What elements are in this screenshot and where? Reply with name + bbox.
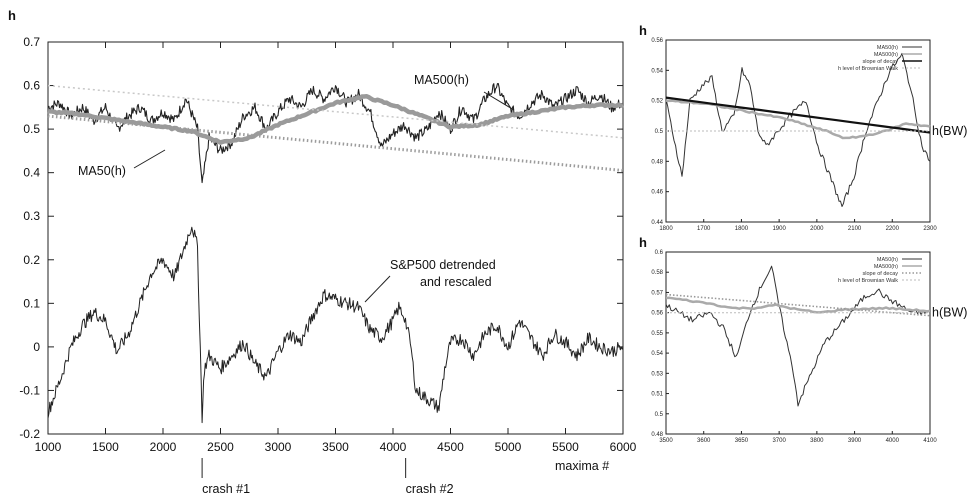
inset-legend-label: MA50(h) bbox=[877, 257, 898, 263]
annotation-leader bbox=[364, 275, 391, 303]
y-tick-label: 0.7 bbox=[23, 35, 40, 49]
inset-legend-label: MA50(h) bbox=[877, 45, 898, 51]
inset-legend-label: slope of decay bbox=[863, 271, 899, 277]
inset-y-tick-label: 0.5 bbox=[655, 129, 664, 135]
inset-legend-label: MA500(h) bbox=[874, 264, 898, 270]
inset-x-tick-label: 2300 bbox=[923, 226, 937, 232]
inset-chart-bottom: 3500 3600 3650 3700 3800 3900 4000 4100 0.48 0.5 0… bbox=[639, 235, 967, 444]
x-tick-label: 6000 bbox=[610, 440, 637, 454]
series-line-4 bbox=[47, 84, 624, 139]
inset-x-tick-label: 2000 bbox=[810, 226, 824, 232]
inset-y-tick-label: 0.52 bbox=[651, 99, 663, 105]
y-tick-label: 0.2 bbox=[23, 253, 40, 267]
series-line-5 bbox=[47, 226, 624, 424]
inset-y-tick-label: 0.48 bbox=[651, 432, 663, 438]
inset-x-tick-label: 3600 bbox=[697, 438, 711, 444]
x-tick-label: 2000 bbox=[150, 440, 177, 454]
inset-y-axis-label: h bbox=[639, 23, 647, 38]
x-tick-label: 3500 bbox=[322, 440, 349, 454]
annotation-ma500: MA500(h) bbox=[414, 73, 469, 87]
y-tick-label: -0.1 bbox=[19, 383, 40, 397]
annotation-crash-2: crash #2 bbox=[406, 482, 454, 496]
y-tick-label: 0.5 bbox=[23, 122, 40, 136]
inset-y-tick-label: 0.55 bbox=[651, 331, 663, 337]
inset-frame bbox=[665, 251, 931, 435]
inset-y-tick-label: 0.58 bbox=[651, 270, 663, 276]
inset-y-tick-label: 0.57 bbox=[651, 290, 663, 296]
y-tick-label: 0.3 bbox=[23, 209, 40, 223]
annotation-sp500-line2: and rescaled bbox=[420, 275, 492, 289]
inset-y-tick-label: 0.54 bbox=[651, 68, 663, 74]
inset-y-tick-label: 0.46 bbox=[651, 190, 663, 196]
x-tick-label: 3000 bbox=[265, 440, 292, 454]
inset-legend-label: slope of decay bbox=[863, 59, 899, 65]
inset-x-tick-label: 3700 bbox=[772, 438, 786, 444]
inset-y-tick-label: 0.48 bbox=[651, 159, 663, 165]
x-tick-label: 5000 bbox=[495, 440, 522, 454]
inset-x-tick-label: 4000 bbox=[886, 438, 900, 444]
inset-right-label: h(BW) bbox=[932, 124, 967, 138]
x-tick-label: 4500 bbox=[437, 440, 464, 454]
x-tick-label: 5500 bbox=[552, 440, 579, 454]
series-line-2 bbox=[47, 94, 624, 145]
inset-right-label: h(BW) bbox=[932, 306, 967, 320]
inset-series-line-2 bbox=[665, 296, 931, 314]
annotation-crash-1: crash #1 bbox=[202, 482, 250, 496]
y-tick-label: -0.2 bbox=[19, 427, 40, 441]
y-axis-label: h bbox=[8, 8, 16, 23]
inset-y-axis-label: h bbox=[639, 235, 647, 250]
inset-x-tick-label: 3900 bbox=[848, 438, 862, 444]
inset-x-tick-label: 2200 bbox=[886, 226, 900, 232]
inset-chart-top: 1800 1700 1800 1900 2000 2100 2200 2300 0.44 0.46… bbox=[639, 23, 967, 232]
inset-x-tick-label: 1700 bbox=[697, 226, 711, 232]
x-tick-label: 4000 bbox=[380, 440, 407, 454]
y-tick-label: 0 bbox=[33, 340, 40, 354]
x-tick-label: 1000 bbox=[35, 440, 62, 454]
inset-y-tick-label: 0.51 bbox=[651, 392, 663, 398]
series-line-3 bbox=[47, 114, 624, 172]
annotation-leader bbox=[133, 149, 166, 169]
inset-x-tick-label: 1900 bbox=[772, 226, 786, 232]
inset-x-tick-label: 4100 bbox=[923, 438, 937, 444]
inset-y-tick-label: 0.56 bbox=[651, 311, 663, 317]
inset-y-tick-label: 0.5 bbox=[655, 412, 664, 418]
x-tick-label: 2500 bbox=[207, 440, 234, 454]
inset-x-tick-label: 3800 bbox=[810, 438, 824, 444]
inset-x-tick-label: 1800 bbox=[735, 226, 749, 232]
inset-series-line-3 bbox=[665, 96, 931, 134]
annotation-ma50: MA50(h) bbox=[78, 164, 126, 178]
inset-y-tick-label: 0.56 bbox=[651, 38, 663, 44]
inset-x-tick-label: 2100 bbox=[848, 226, 862, 232]
annotation-leader bbox=[483, 91, 515, 111]
inset-y-tick-label: 0.54 bbox=[651, 351, 663, 357]
y-tick-label: 0.1 bbox=[23, 296, 40, 310]
x-tick-label: 1500 bbox=[92, 440, 119, 454]
annotation-sp500-line1: S&P500 detrended bbox=[390, 258, 496, 272]
inset-legend-label: MA500(h) bbox=[874, 52, 898, 58]
inset-series-line-1 bbox=[665, 52, 931, 207]
inset-x-tick-label: 1800 bbox=[659, 226, 673, 232]
y-tick-label: 0.6 bbox=[23, 79, 40, 93]
inset-y-tick-label: 0.6 bbox=[655, 250, 664, 256]
inset-x-tick-label: 3650 bbox=[735, 438, 749, 444]
inset-legend-label: h level of Brownian Walk bbox=[838, 66, 898, 72]
y-tick-label: 0.4 bbox=[23, 166, 40, 180]
inset-legend-label: h level of Brownian Walk bbox=[838, 278, 898, 284]
inset-series-line-1 bbox=[665, 265, 931, 407]
x-axis-label: maxima # bbox=[555, 459, 609, 473]
inset-y-tick-label: 0.53 bbox=[651, 371, 663, 377]
inset-x-tick-label: 3500 bbox=[659, 438, 673, 444]
inset-y-tick-label: 0.44 bbox=[651, 220, 663, 226]
main-chart: 1000 1500 2000 2500 3000 3500 4000 4500 5000 5500… bbox=[8, 8, 637, 496]
series-line-1 bbox=[47, 83, 624, 184]
